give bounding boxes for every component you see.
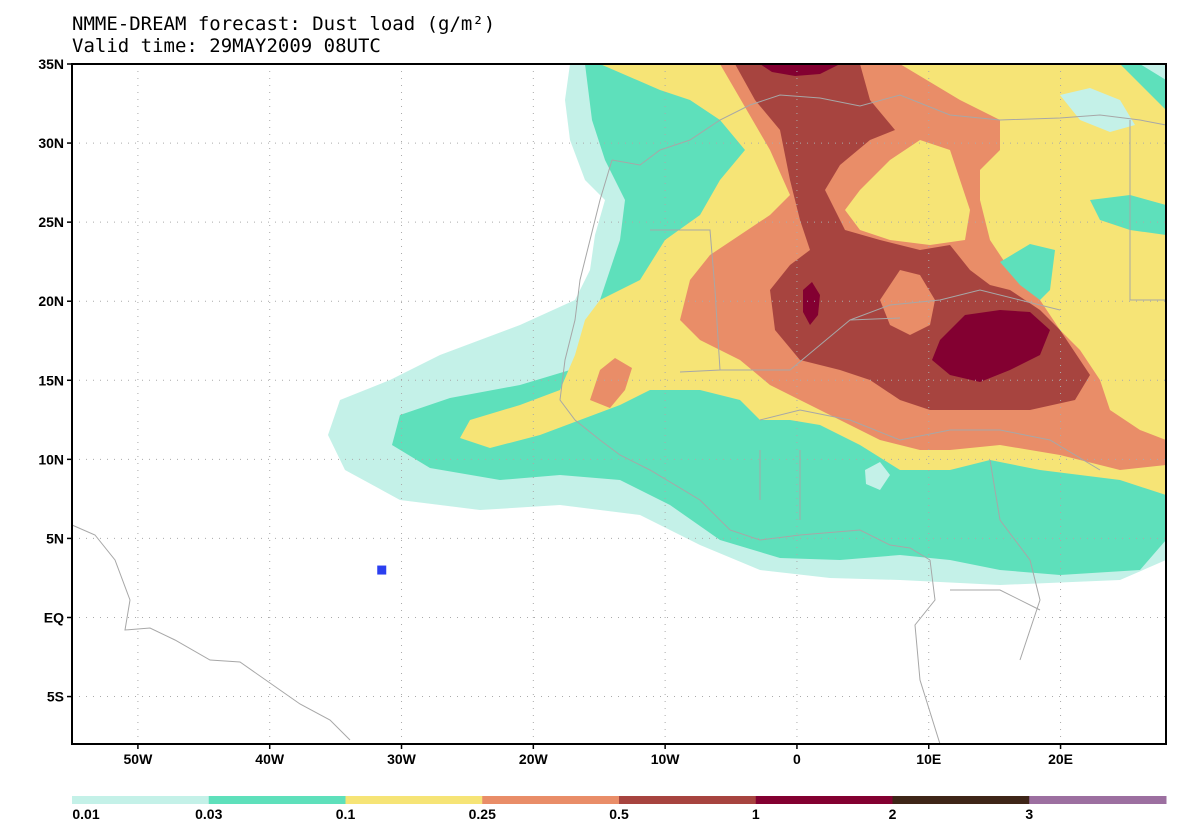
dust-level-1-north (760, 64, 840, 76)
lat-lon-grid (72, 64, 1166, 744)
dust-level-1-small (803, 282, 820, 325)
colorbar-segment (72, 796, 210, 804)
lat-tick-label: 20N (38, 293, 64, 309)
lat-tick-label: 15N (38, 372, 64, 388)
lat-tick-label: 25N (38, 214, 64, 230)
lat-tick-label: 10N (38, 451, 64, 467)
dust-contours (328, 64, 1166, 585)
colorbar-segment (755, 796, 893, 804)
valid-time: Valid time: 29MAY2009 08UTC (72, 35, 381, 57)
colorbar-label: 0.5 (609, 806, 629, 822)
dust-patch-west (590, 358, 632, 408)
lat-tick-label: 5N (46, 530, 64, 546)
colorbar-segment (345, 796, 483, 804)
lat-tick-label: EQ (44, 609, 64, 625)
colorbar-label: 3 (1025, 806, 1034, 822)
lon-tick-label: 20E (1048, 751, 1073, 767)
lat-tick-label: 5S (47, 689, 64, 705)
lon-tick-label: 50W (124, 751, 154, 767)
colorbar (72, 796, 1167, 804)
dust-patch-libya (1090, 195, 1166, 235)
colorbar-label: 0.25 (468, 806, 496, 822)
lon-tick-label: 40W (255, 751, 285, 767)
axis-ticks: 35N 30N 25N 20N 15N 10N 5N EQ 5S 50W 40W 30W 20W 10W 0… (38, 56, 1073, 767)
dust-level-0.1-hole (845, 140, 970, 245)
station-marker (377, 565, 387, 575)
lon-tick-label: 30W (387, 751, 417, 767)
lon-tick-label: 20W (519, 751, 549, 767)
map-frame (71, 63, 1167, 745)
coastlines (71, 94, 1167, 745)
colorbar-label: 0.03 (195, 806, 223, 822)
lon-tick-label: 10E (916, 751, 941, 767)
lon-tick-label: 10W (651, 751, 681, 767)
colorbar-label: 1 (751, 806, 760, 822)
dust-level-1 (932, 310, 1050, 382)
colorbar-segment (1029, 796, 1167, 804)
colorbar-label: 0.01 (72, 806, 100, 822)
dust-patch-chad (1000, 244, 1055, 300)
lat-tick-label: 35N (38, 56, 64, 72)
colorbar-segment (482, 796, 620, 804)
dust-patch-gulf (865, 462, 890, 490)
dust-patch-atlantic (1060, 88, 1135, 132)
lon-tick-label: 0 (793, 751, 801, 767)
colorbar-segment (892, 796, 1030, 804)
colorbar-label: 0.1 (335, 806, 356, 822)
colorbar-label: 2 (888, 806, 897, 822)
colorbar-segment (208, 796, 346, 804)
lat-tick-label: 30N (38, 135, 64, 151)
map-title: NMME-DREAM forecast: Dust load (g/m²) (72, 13, 496, 35)
colorbar-segment (619, 796, 757, 804)
